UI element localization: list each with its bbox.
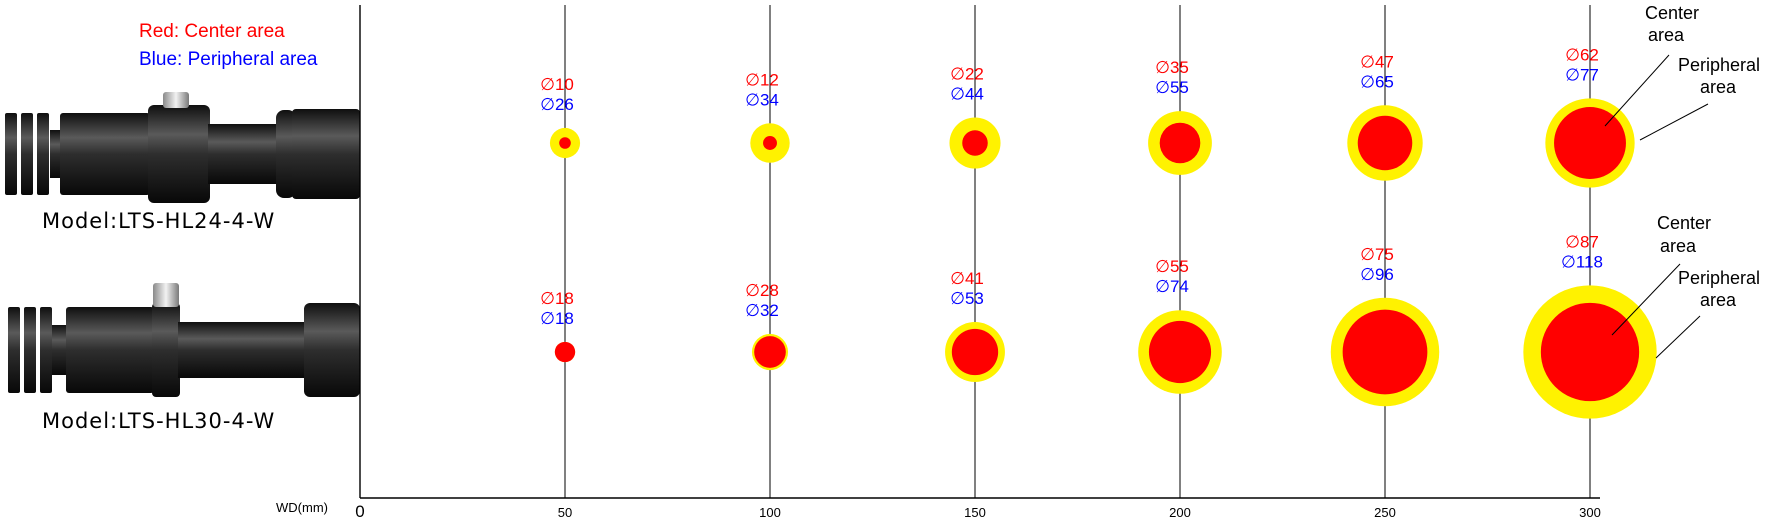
center-diameter-label: ∅35 (1155, 58, 1189, 77)
spot-rows: ∅10∅26∅12∅34∅22∅44∅35∅55∅47∅65∅62∅77∅18∅… (540, 45, 1657, 419)
peripheral-diameter-label: ∅44 (950, 84, 984, 103)
peripheral-diameter-label: ∅96 (1360, 265, 1394, 284)
callout-line-center-2 (1611, 263, 1681, 336)
center-area-circle (1148, 320, 1212, 384)
peripheral-diameter-label: ∅74 (1155, 277, 1189, 296)
spot-2-wd250: ∅75∅96 (1330, 245, 1440, 407)
callout-center-2: Center area (1657, 213, 1716, 256)
spot-2-wd300: ∅87∅118 (1523, 232, 1657, 419)
center-area-circle (1540, 302, 1640, 402)
peripheral-diameter-label: ∅26 (540, 95, 574, 114)
spot-1-wd150: ∅22∅44 (949, 64, 1001, 169)
center-area-circle (1357, 115, 1413, 171)
center-area-circle (1554, 107, 1626, 179)
center-diameter-label: ∅41 (950, 269, 984, 288)
spot-1-wd200: ∅35∅55 (1148, 58, 1212, 175)
callout-peripheral-1: Peripheral area (1678, 55, 1765, 97)
wd-ticks: 0 50 100 150 200 250 300 (355, 5, 1601, 521)
peripheral-diameter-label: ∅65 (1360, 72, 1394, 91)
callout-row-2: Center area Peripheral area (1611, 213, 1765, 359)
wd-tick-label-300: 300 (1579, 505, 1601, 520)
center-area-circle (559, 137, 571, 149)
legend-red-label: Red: Center area (139, 21, 285, 42)
center-area-circle (763, 136, 777, 150)
spot-1-wd50: ∅10∅26 (540, 75, 581, 159)
model-label-hl30: Model:LTS-HL30-4-W (42, 409, 275, 433)
callout-line-peripheral-1 (1639, 103, 1709, 141)
peripheral-diameter-label: ∅34 (745, 90, 779, 109)
callout-peripheral-2-line1: Peripheral (1678, 268, 1760, 288)
center-diameter-label: ∅55 (1155, 257, 1189, 276)
wd-tick-label-50: 50 (558, 505, 572, 520)
peripheral-diameter-label: ∅77 (1565, 65, 1599, 84)
spot-2-wd50: ∅18∅18 (540, 289, 576, 363)
center-area-circle (951, 328, 999, 376)
center-diameter-label: ∅22 (950, 64, 984, 83)
callout-center-1-line1: Center (1645, 3, 1699, 23)
callout-center-2-line2: area (1660, 236, 1697, 256)
spot-2-wd100: ∅28∅32 (745, 281, 789, 371)
center-diameter-label: ∅75 (1360, 245, 1394, 264)
center-area-circle (962, 130, 988, 156)
center-diameter-label: ∅12 (745, 70, 779, 89)
center-diameter-label: ∅10 (540, 75, 574, 94)
center-diameter-label: ∅18 (540, 289, 574, 308)
callout-row-1: Center area Peripheral area (1604, 3, 1765, 141)
callout-center-1-line2: area (1648, 25, 1685, 45)
wd-tick-label-200: 200 (1169, 505, 1191, 520)
center-diameter-label: ∅47 (1360, 52, 1394, 71)
center-area-circle (754, 336, 786, 368)
callout-peripheral-2-line2: area (1700, 290, 1737, 310)
lamp-illustration-hl30 (8, 283, 360, 397)
center-area-circle (1159, 122, 1201, 164)
peripheral-diameter-label: ∅32 (745, 301, 779, 320)
center-diameter-label: ∅62 (1565, 45, 1599, 64)
peripheral-diameter-label: ∅55 (1155, 78, 1189, 97)
callout-peripheral-1-line1: Peripheral (1678, 55, 1760, 75)
wd-axis: WD(mm) (276, 5, 1600, 515)
callout-center-1: Center area (1645, 3, 1704, 45)
center-diameter-label: ∅87 (1565, 232, 1599, 251)
callout-peripheral-2: Peripheral area (1678, 268, 1765, 310)
center-area-circle (1342, 309, 1428, 395)
model-label-hl24: Model:LTS-HL24-4-W (42, 209, 275, 233)
center-diameter-label: ∅28 (745, 281, 779, 300)
peripheral-diameter-label: ∅18 (540, 309, 574, 328)
spot-1-wd300: ∅62∅77 (1545, 45, 1635, 188)
lamp-illustration-hl24 (5, 92, 360, 203)
wd-tick-label-100: 100 (759, 505, 781, 520)
peripheral-diameter-label: ∅53 (950, 289, 984, 308)
spot-2-wd150: ∅41∅53 (945, 269, 1005, 382)
spot-1-wd100: ∅12∅34 (745, 70, 790, 163)
peripheral-diameter-label: ∅118 (1561, 252, 1603, 271)
wd-tick-label-250: 250 (1374, 505, 1396, 520)
callout-center-2-line1: Center (1657, 213, 1711, 233)
wd-tick-label-0: 0 (355, 502, 364, 521)
callout-line-center-1 (1604, 54, 1670, 127)
center-area-circle (554, 341, 576, 363)
spot-1-wd250: ∅47∅65 (1347, 52, 1423, 181)
callout-line-peripheral-2 (1655, 315, 1701, 359)
wd-tick-label-150: 150 (964, 505, 986, 520)
spot-2-wd200: ∅55∅74 (1138, 257, 1222, 394)
axis-label: WD(mm) (276, 500, 328, 515)
legend-blue-label: Blue: Peripheral area (139, 49, 318, 70)
callout-peripheral-1-line2: area (1700, 77, 1737, 97)
